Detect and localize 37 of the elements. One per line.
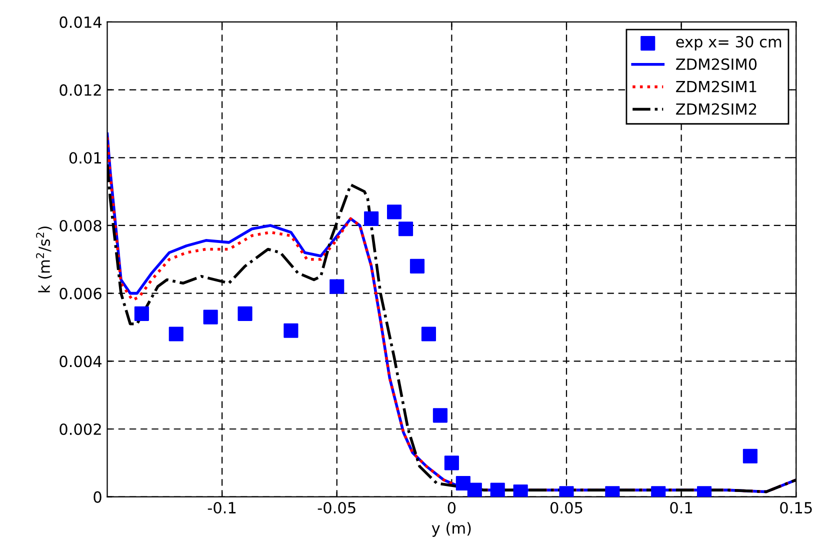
point [238, 306, 252, 321]
y-tick-label: 0.01 [69, 152, 101, 164]
point [387, 204, 402, 220]
y-axis-title: k (m$^{2}$/s$^{2}$) [36, 226, 52, 292]
y-tick-label: 0 [94, 491, 102, 503]
point [398, 222, 414, 236]
x-tick-label: 0.1 [670, 502, 692, 514]
legend-label: ZDM2SIM1 [676, 80, 756, 92]
x-tick-label: 0 [448, 502, 456, 514]
legend-label: ZDM2SIM0 [676, 58, 757, 70]
point [467, 482, 482, 497]
point [742, 448, 758, 464]
y-tick-label: 0.004 [60, 356, 102, 368]
y-tick-label: 0.002 [60, 423, 101, 436]
point [421, 326, 436, 342]
y-tick-label: 0.008 [60, 220, 102, 232]
y-tick-label: 0.014 [60, 16, 102, 28]
point [284, 323, 298, 338]
x-tick-label: 0.15 [780, 502, 812, 514]
y-tick-label: 0.012 [60, 84, 101, 96]
x-tick-label: 0.05 [550, 502, 582, 514]
x-axis-title: y (m) [432, 522, 471, 537]
legend-label: ZDM2SIM2 [676, 103, 756, 115]
x-tick-label: -0.1 [208, 502, 236, 514]
point [330, 279, 344, 294]
point [134, 306, 149, 321]
x-tick-label: -0.05 [318, 502, 356, 514]
point [364, 211, 379, 226]
point [203, 310, 218, 324]
point [410, 258, 425, 274]
point [168, 326, 184, 342]
point [444, 456, 459, 470]
point [513, 484, 528, 497]
y-tick-label: 0.006 [60, 288, 102, 300]
point [432, 408, 448, 423]
point [490, 482, 505, 497]
legend-label: exp x= 30 cm [676, 36, 782, 50]
